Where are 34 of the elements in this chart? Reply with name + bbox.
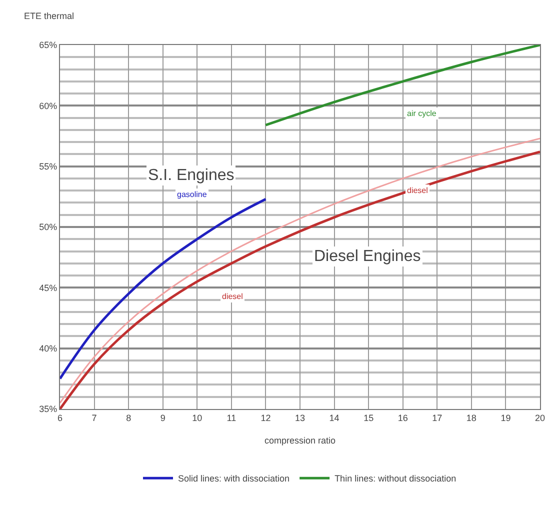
annotation: diesel (407, 186, 428, 195)
y-tick-label: 40% (39, 343, 58, 354)
y-axis-title: ETE thermal (24, 11, 74, 21)
x-tick-label: 12 (260, 412, 271, 423)
x-tick-label: 6 (57, 412, 63, 423)
y-tick-label: 35% (39, 404, 58, 414)
legend-label: Solid lines: with dissociation (178, 474, 290, 484)
x-tick-label: 19 (500, 412, 511, 423)
y-tick-label: 60% (39, 100, 58, 111)
x-tick-label: 17 (432, 412, 442, 423)
legend-label: Thin lines: without dissociation (334, 474, 456, 484)
y-tick-label: 50% (39, 222, 58, 232)
x-tick-label: 9 (160, 412, 166, 423)
x-tick-label: 10 (192, 412, 202, 423)
annotation: S.I. Engines (148, 167, 234, 184)
x-tick-label: 15 (364, 412, 374, 423)
y-tick-label: 55% (39, 161, 58, 172)
annotation: diesel (222, 292, 244, 301)
x-tick-label: 13 (294, 412, 306, 423)
line-series (264, 45, 540, 126)
y-tick-label: 45% (39, 282, 58, 293)
annotation: air cycle (407, 109, 437, 118)
x-tick-label: 8 (126, 412, 132, 423)
y-tick-label: 65% (39, 40, 58, 50)
x-tick-label: 7 (92, 412, 97, 423)
x-axis-title: compression ratio (264, 436, 336, 446)
x-tick-label: 11 (226, 412, 236, 423)
x-tick-label: 18 (466, 412, 476, 423)
line-series (60, 198, 267, 380)
x-tick-label: 16 (398, 412, 408, 423)
annotation: gasoline (177, 190, 208, 199)
annotation: Diesel Engines (314, 248, 421, 265)
x-tick-label: 14 (329, 412, 340, 423)
x-tick-label: 20 (534, 412, 546, 423)
